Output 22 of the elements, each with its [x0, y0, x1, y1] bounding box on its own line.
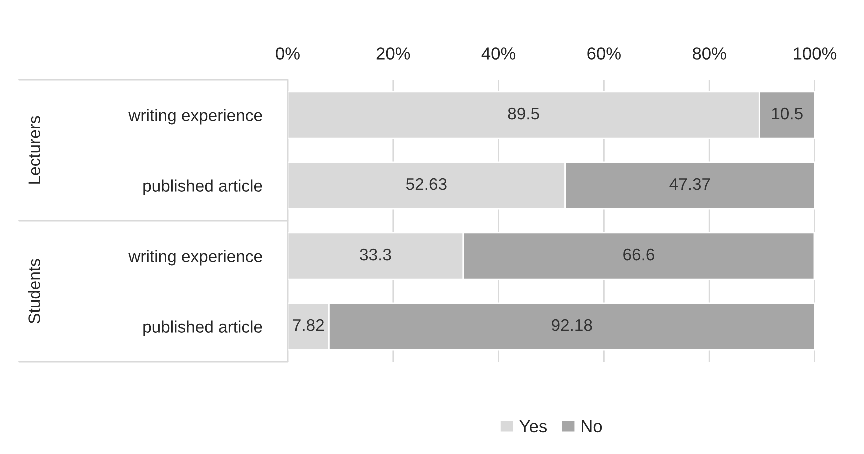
data-label: 47.37	[670, 178, 710, 190]
y-tick-label: published article	[144, 180, 262, 196]
y-tick-label: writing experience	[128, 109, 262, 125]
y-tick-label: writing experience	[128, 250, 262, 266]
legend-label: No	[582, 420, 602, 433]
data-label: 92.18	[552, 319, 592, 332]
data-label: 89.5	[508, 108, 540, 120]
x-tick-label: 0%	[276, 48, 300, 60]
data-label: 52.63	[406, 178, 447, 190]
text: Students	[28, 259, 40, 324]
data-label: 66.6	[624, 248, 654, 261]
x-tick-label: 40%	[482, 48, 516, 60]
data-label: 33.3	[360, 248, 392, 261]
data-label: 10.5	[772, 108, 803, 120]
text: Lecturers	[28, 116, 40, 184]
y-tick-label: published article	[144, 320, 262, 336]
x-tick-label: 60%	[588, 48, 621, 60]
x-tick-label: 20%	[376, 48, 410, 60]
x-tick-label: 100%	[794, 48, 837, 60]
x-tick-label: 80%	[692, 48, 726, 60]
legend-label: Yes	[520, 420, 547, 433]
data-label: 7.82	[293, 319, 324, 332]
